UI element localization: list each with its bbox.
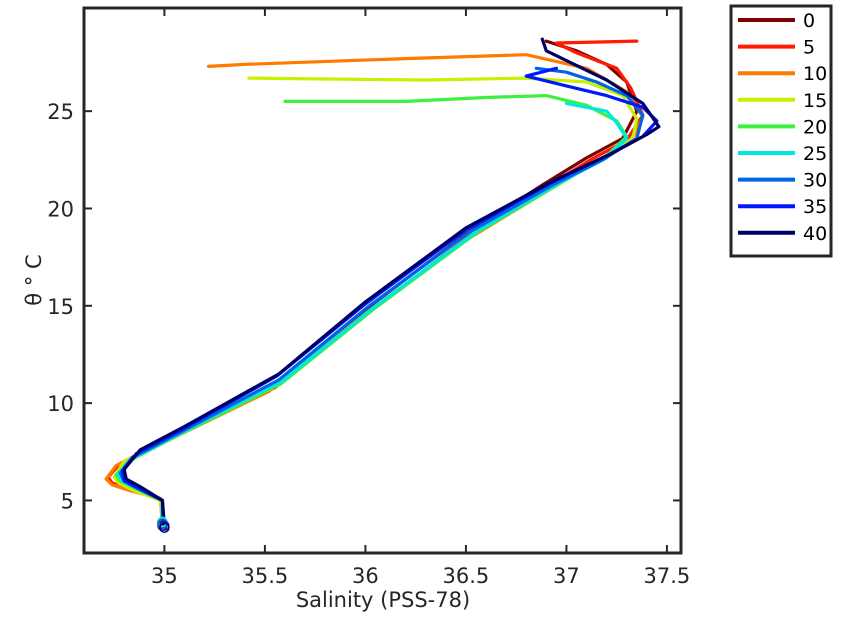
legend-label-20: 20 <box>803 116 827 138</box>
x-axis-label: Salinity (PSS-78) <box>296 588 470 612</box>
x-tick-label: 35.5 <box>242 564 289 588</box>
series-layer <box>104 37 661 530</box>
series-marker-40 <box>159 522 170 533</box>
axes-box <box>82 6 683 555</box>
x-tick-label: 35 <box>151 564 178 588</box>
marker-layer <box>157 516 170 533</box>
legend-label-0: 0 <box>803 10 815 32</box>
x-tick-label: 36 <box>352 564 379 588</box>
legend-label-25: 25 <box>803 143 827 165</box>
x-tick-label: 37.5 <box>644 564 691 588</box>
y-axis-label: θ ° C <box>22 254 46 305</box>
legend-label-35: 35 <box>803 196 827 218</box>
y-tick-label: 25 <box>47 100 74 124</box>
legend-label-15: 15 <box>803 90 827 112</box>
y-axis: 5 10 15 20 25 <box>47 100 681 513</box>
legend: 0 5 10 15 20 25 30 35 40 <box>729 4 833 258</box>
x-axis: 35 35.5 36 36.5 37 37.5 <box>151 8 690 588</box>
y-tick-label: 20 <box>47 197 74 221</box>
legend-label-10: 10 <box>803 63 827 85</box>
plot-area <box>84 8 681 553</box>
series-line-35 <box>120 66 659 528</box>
legend-label-30: 30 <box>803 170 827 192</box>
series-line-40 <box>122 37 661 530</box>
legend-label-40: 40 <box>803 223 827 245</box>
y-tick-label: 10 <box>47 392 74 416</box>
y-tick-label: 5 <box>61 489 74 513</box>
y-tick-label: 15 <box>47 295 74 319</box>
x-tick-label: 36.5 <box>443 564 490 588</box>
legend-label-5: 5 <box>803 37 815 59</box>
x-tick-label: 37 <box>553 564 580 588</box>
